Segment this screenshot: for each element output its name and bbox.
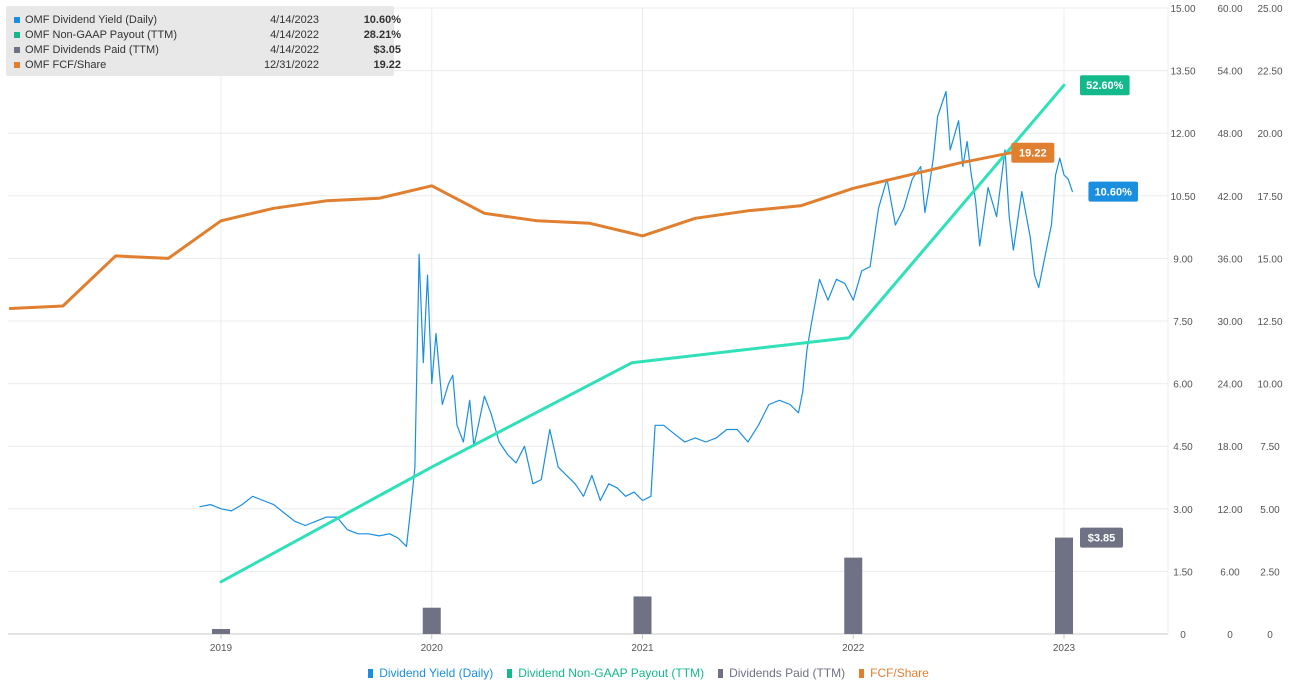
tooltip-row-fcf: OMF FCF/Share 12/31/2022 19.22 [14, 58, 401, 72]
tooltip-date: 4/14/2023 [270, 14, 319, 26]
y-tick-label-yield: 6.00 [1173, 380, 1193, 391]
end-label-text: 10.60% [1095, 187, 1133, 199]
y-tick-label-payout: 48.00 [1217, 129, 1242, 140]
legend-swatch [507, 668, 513, 678]
tooltip-value: $3.05 [373, 44, 401, 56]
payout-swatch [14, 32, 20, 38]
tooltip-date: 12/31/2022 [263, 59, 319, 71]
tooltip-label: OMF Non-GAAP Payout (TTM) [25, 29, 177, 41]
tooltip-value: 19.22 [373, 59, 401, 71]
legend-label: FCF/Share [870, 666, 929, 680]
y-tick-label-fcf: 25.00 [1257, 4, 1282, 15]
fcf-line [8, 151, 1013, 310]
tooltip-row-yield: OMF Dividend Yield (Daily) 4/14/2023 10.… [14, 13, 401, 27]
tooltip-panel: OMF Dividend Yield (Daily) 4/14/2023 10.… [6, 6, 401, 76]
dividend-bar [212, 628, 230, 634]
y-tick-label-payout: 54.00 [1217, 67, 1242, 78]
chart-lines [8, 83, 1073, 584]
y-tick-label-yield: 0 [1180, 630, 1186, 641]
y-tick-label-fcf: 12.50 [1257, 317, 1282, 328]
y-tick-label-yield: 1.50 [1173, 567, 1193, 578]
tooltip-value: 28.21% [363, 29, 401, 41]
tooltip-date: 4/14/2022 [270, 44, 319, 56]
y-tick-label-fcf: 20.00 [1257, 129, 1282, 140]
y-tick-label-payout: 6.00 [1220, 567, 1240, 578]
dividends-swatch [14, 47, 20, 53]
y-axis-ticks: 0 0 0 1.50 6.00 2.50 3.00 12.00 5.00 4.50 18.00 7.5… [1170, 4, 1282, 641]
y-tick-label-payout: 18.00 [1217, 442, 1242, 453]
tooltip-label: OMF Dividend Yield (Daily) [25, 14, 158, 26]
chart-grid [8, 7, 1169, 635]
x-tick-label: 2019 [210, 643, 233, 654]
end-label-text: 19.22 [1019, 148, 1047, 160]
tooltip-label: OMF FCF/Share [25, 59, 107, 71]
y-tick-label-yield: 7.50 [1173, 317, 1193, 328]
end-labels: 52.60% 19.22 10.60% $3.85 [1011, 75, 1139, 548]
y-tick-label-fcf: 5.00 [1260, 505, 1280, 516]
x-tick-label: 2021 [631, 643, 654, 654]
legend-item-fcf[interactable]: FCF/Share [859, 666, 929, 680]
y-tick-label-payout: 60.00 [1217, 4, 1242, 15]
y-tick-label-payout: 24.00 [1217, 380, 1242, 391]
tooltip-row-dividends: OMF Dividends Paid (TTM) 4/14/2022 $3.05 [14, 43, 401, 57]
y-tick-label-payout: 30.00 [1217, 317, 1242, 328]
y-tick-label-yield: 13.50 [1170, 67, 1195, 78]
end-label-fcf: 19.22 [1011, 142, 1055, 163]
legend-swatch [718, 668, 724, 678]
y-tick-label-yield: 10.50 [1170, 192, 1195, 203]
dividend-bar [844, 557, 863, 634]
legend-label: Dividend Non-GAAP Payout (TTM) [518, 666, 705, 680]
end-label-text: $3.85 [1088, 533, 1116, 545]
fcf-swatch [14, 62, 20, 68]
chart-legend: Dividend Yield (Daily) Dividend Non-GAAP… [0, 666, 1297, 680]
end-label-dividends: $3.85 [1080, 527, 1123, 548]
x-axis-ticks: 2019 2020 2021 2022 2023 [210, 634, 1076, 654]
y-tick-label-payout: 12.00 [1217, 505, 1242, 516]
y-tick-label-yield: 12.00 [1170, 129, 1195, 140]
legend-label: Dividends Paid (TTM) [729, 666, 846, 680]
tooltip-row-payout: OMF Non-GAAP Payout (TTM) 4/14/2022 28.2… [14, 28, 401, 42]
y-tick-label-payout: 42.00 [1217, 192, 1242, 203]
x-tick-label: 2023 [1053, 643, 1076, 654]
y-tick-label-yield: 9.00 [1173, 254, 1193, 265]
legend-swatch [859, 668, 865, 678]
end-label-payout: 52.60% [1080, 75, 1130, 96]
yield-swatch [14, 17, 20, 23]
y-tick-label-yield: 3.00 [1173, 505, 1193, 516]
legend-swatch [368, 668, 374, 678]
dividend-bar [633, 596, 652, 634]
legend-item-payout[interactable]: Dividend Non-GAAP Payout (TTM) [507, 666, 704, 680]
tooltip-date: 4/14/2022 [270, 29, 319, 41]
y-tick-label-fcf: 7.50 [1260, 442, 1280, 453]
y-tick-label-yield: 4.50 [1173, 442, 1193, 453]
tooltip-value: 10.60% [363, 14, 401, 26]
y-tick-label-fcf: 10.00 [1257, 380, 1282, 391]
dividend-bar [1055, 537, 1073, 634]
y-tick-label-payout: 36.00 [1217, 254, 1242, 265]
dividends-bars [212, 537, 1073, 634]
y-tick-label-fcf: 17.50 [1257, 192, 1282, 203]
y-tick-label-fcf: 15.00 [1257, 254, 1282, 265]
y-tick-label-yield: 15.00 [1170, 4, 1195, 15]
payout-line [219, 83, 1066, 584]
y-tick-label-fcf: 2.50 [1260, 567, 1280, 578]
legend-item-dividends[interactable]: Dividends Paid (TTM) [718, 666, 845, 680]
end-label-yield: 10.60% [1088, 181, 1139, 202]
y-tick-label-fcf: 22.50 [1257, 67, 1282, 78]
x-tick-label: 2022 [842, 643, 865, 654]
legend-item-yield[interactable]: Dividend Yield (Daily) [368, 666, 493, 680]
yield-line [199, 90, 1073, 547]
dividend-bar [422, 607, 441, 634]
y-tick-label-fcf: 0 [1267, 630, 1273, 641]
x-tick-label: 2020 [421, 643, 444, 654]
end-label-text: 52.60% [1086, 80, 1124, 92]
y-tick-label-payout: 0 [1227, 630, 1233, 641]
tooltip-label: OMF Dividends Paid (TTM) [25, 44, 159, 56]
legend-label: Dividend Yield (Daily) [379, 666, 494, 680]
